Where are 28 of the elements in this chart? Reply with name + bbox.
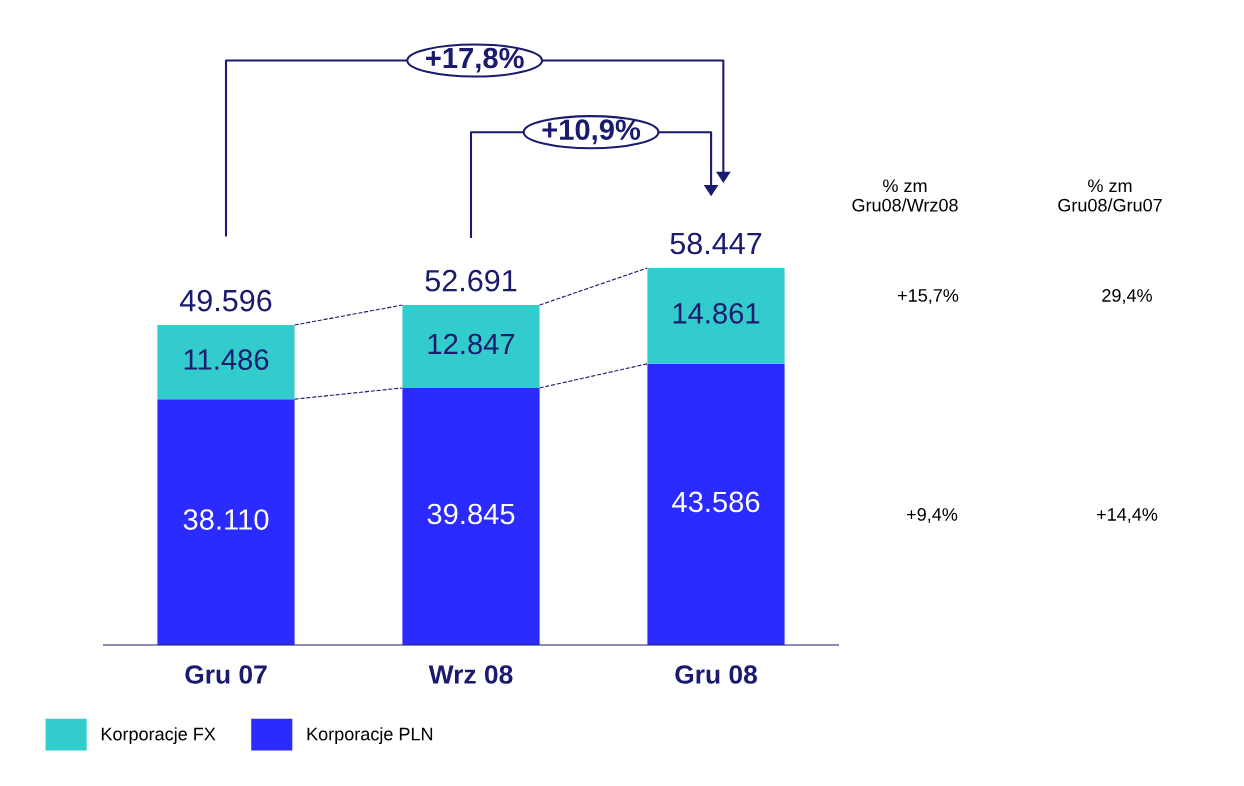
text: +17,8%	[426, 47, 524, 73]
data-label: 11.486	[184, 349, 269, 370]
data-label: 39.845	[427, 503, 515, 525]
text: % zm Gru08/Gru07	[1058, 179, 1162, 212]
text: +15,7%	[898, 289, 959, 304]
total-label: 58.447	[670, 232, 762, 255]
text: +9,4%	[907, 508, 958, 523]
data-label: 14.861	[673, 303, 760, 324]
bar	[157, 325, 295, 400]
bar	[402, 387, 540, 645]
bar	[157, 399, 295, 645]
total-label: 49.596	[179, 289, 272, 312]
data-label: 43.586	[672, 491, 760, 513]
bar	[647, 267, 785, 364]
data-label: 38.110	[183, 509, 269, 530]
legend-label: Korporacje FX	[101, 727, 216, 745]
bar	[402, 305, 540, 388]
x-tick-label: Gru 07	[185, 665, 267, 684]
text: +14,4%	[1097, 508, 1158, 523]
data-label: 12.847	[428, 333, 515, 355]
text: 29,4%	[1102, 289, 1152, 304]
text: +10,9%	[542, 119, 641, 145]
bar	[647, 363, 785, 645]
x-tick-label: Wrz 08	[428, 665, 513, 684]
x-tick-label: Gru 08	[675, 665, 757, 684]
text: % zm Gru08/Wrz08	[852, 179, 958, 212]
legend-label: Korporacje PLN	[307, 727, 433, 745]
total-label: 52.691	[425, 269, 517, 292]
